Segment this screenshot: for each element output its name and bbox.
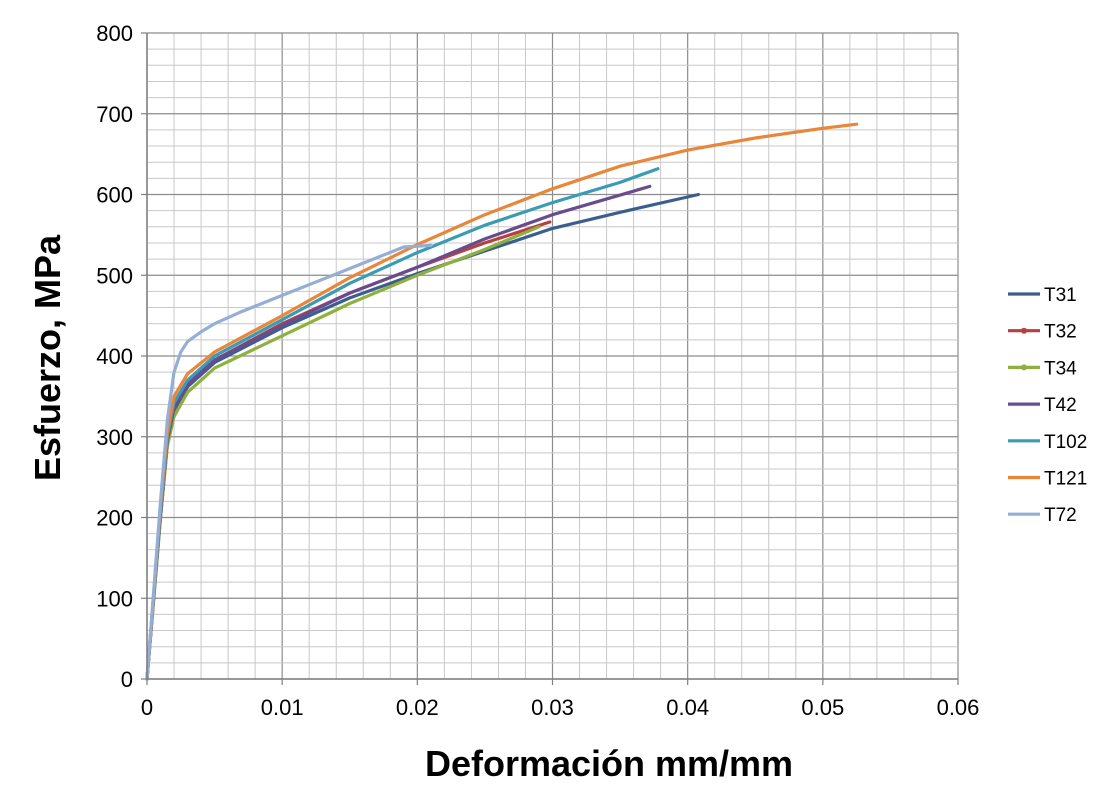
- y-tick-label: 100: [96, 586, 133, 611]
- legend-marker: [1021, 327, 1027, 334]
- y-tick-labels: 0 100 200 300 400 500 600 700 800: [96, 21, 147, 692]
- x-tick-label: 0.05: [801, 695, 844, 720]
- legend-item-T102: T102: [1008, 432, 1087, 453]
- y-tick-label: 500: [96, 263, 133, 288]
- legend-item-T32: T32: [1008, 322, 1077, 343]
- legend-item-T31: T31: [1008, 285, 1077, 306]
- y-tick-label: 600: [96, 183, 133, 208]
- series-line-T102: [145, 167, 660, 681]
- series-layer: [145, 122, 859, 681]
- legend-item-T42: T42: [1008, 395, 1077, 416]
- legend-label: T34: [1044, 358, 1077, 379]
- series-T121: [145, 122, 859, 681]
- x-tick-label: 0.03: [531, 695, 574, 720]
- legend-label: T32: [1044, 322, 1077, 343]
- y-axis-label: Esfuerzo, MPa: [27, 234, 68, 481]
- series-line-T121: [145, 122, 859, 681]
- legend: T31 T32 T34 T42 T102 T121 T72: [1008, 285, 1087, 526]
- x-axis-label: Deformación mm/mm: [425, 743, 793, 784]
- y-tick-label: 700: [96, 102, 133, 127]
- grid: [146, 32, 959, 680]
- series-T72: [145, 243, 433, 681]
- y-tick-label: 800: [96, 21, 133, 46]
- x-tick-label: 0: [141, 695, 153, 720]
- legend-label: T31: [1044, 285, 1077, 306]
- x-tick-label: 0.06: [937, 695, 980, 720]
- legend-label: T121: [1044, 469, 1087, 490]
- y-tick-label: 300: [96, 425, 133, 450]
- legend-label: T42: [1044, 395, 1077, 416]
- y-tick-label: 0: [121, 667, 133, 692]
- series-line-T72: [145, 243, 433, 681]
- x-tick-labels: 0 0.01 0.02 0.03 0.04 0.05 0.06: [141, 679, 980, 720]
- y-tick-label: 400: [96, 344, 133, 369]
- x-tick-label: 0.02: [396, 695, 439, 720]
- legend-label: T102: [1044, 432, 1087, 453]
- y-tick-label: 200: [96, 506, 133, 531]
- legend-marker: [1021, 364, 1027, 371]
- series-line-T32: [145, 220, 552, 681]
- series-T32: [145, 220, 552, 681]
- series-T102: [145, 167, 660, 681]
- x-tick-label: 0.04: [666, 695, 709, 720]
- x-tick-label: 0.01: [261, 695, 304, 720]
- legend-item-T72: T72: [1008, 505, 1077, 526]
- legend-item-T34: T34: [1008, 358, 1077, 379]
- legend-item-T121: T121: [1008, 469, 1087, 490]
- legend-label: T72: [1044, 505, 1077, 526]
